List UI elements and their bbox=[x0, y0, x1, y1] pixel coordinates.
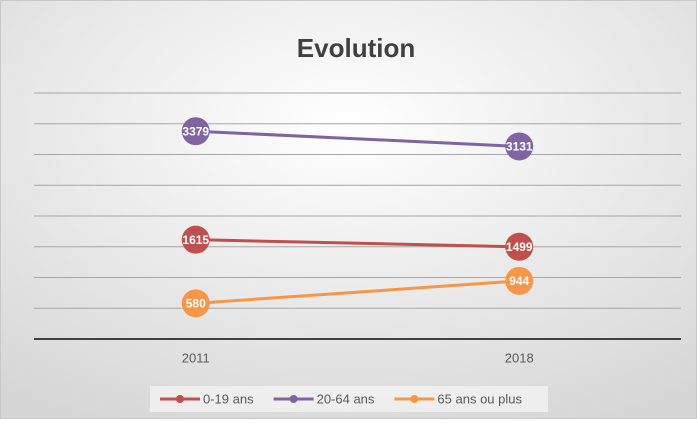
legend-label: 65 ans ou plus bbox=[437, 391, 522, 406]
data-point bbox=[181, 225, 210, 254]
data-point bbox=[505, 132, 534, 161]
data-label: 1615 bbox=[182, 233, 209, 247]
series-line bbox=[195, 129, 520, 148]
x-tick-label: 2018 bbox=[505, 350, 534, 365]
series-line bbox=[195, 279, 520, 305]
legend-marker bbox=[176, 395, 184, 403]
data-label: 1499 bbox=[506, 240, 533, 254]
legend-label: 0-19 ans bbox=[203, 391, 254, 406]
data-point bbox=[181, 289, 210, 318]
data-label: 3379 bbox=[182, 124, 209, 138]
data-point bbox=[505, 266, 534, 295]
data-point bbox=[505, 232, 534, 261]
data-label: 3131 bbox=[506, 140, 533, 154]
legend-box bbox=[150, 386, 548, 412]
legend-label: 20-64 ans bbox=[317, 391, 375, 406]
legend-marker bbox=[410, 395, 419, 403]
data-label: 580 bbox=[186, 297, 206, 311]
chart-title: Evolution bbox=[297, 33, 415, 63]
series-line bbox=[195, 238, 520, 249]
x-tick-label: 2011 bbox=[182, 350, 210, 365]
data-label: 944 bbox=[509, 274, 529, 288]
data-point bbox=[181, 117, 210, 146]
legend-marker bbox=[289, 395, 298, 403]
